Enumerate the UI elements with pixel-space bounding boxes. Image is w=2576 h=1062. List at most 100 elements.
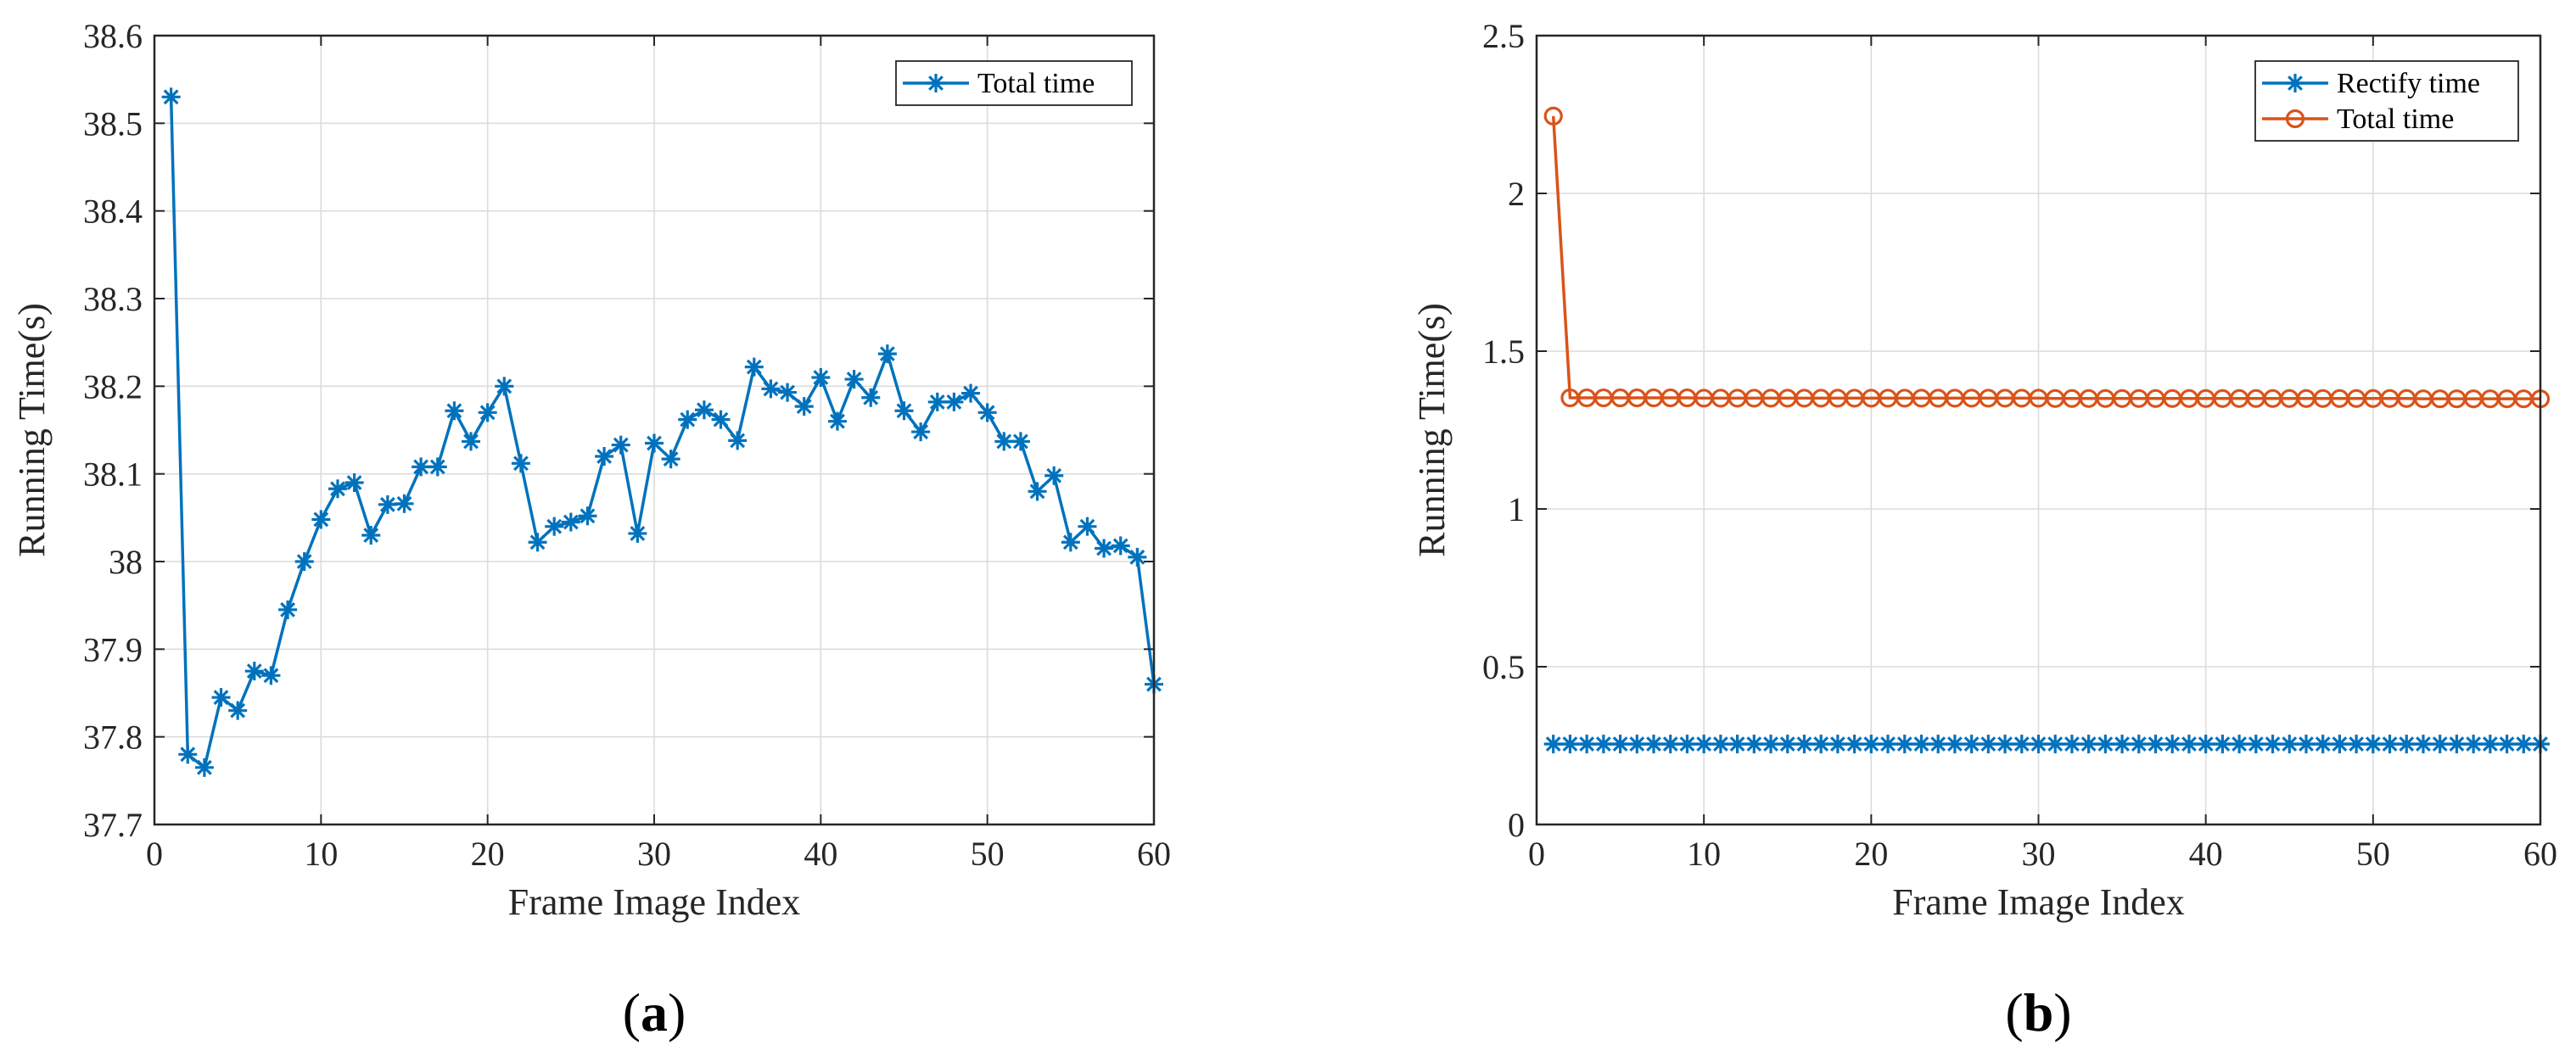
data-point-rectify-time-b	[1862, 735, 1881, 754]
y-tick-label-a: 37.9	[83, 630, 143, 668]
data-point-rectify-time-b	[2263, 735, 2282, 754]
data-point-total-time-a	[861, 388, 881, 407]
x-tick-label-b: 0	[1528, 835, 1545, 873]
x-axis-label-b: Frame Image Index	[1892, 881, 2185, 923]
x-tick-label-b: 40	[2189, 835, 2223, 873]
x-tick-label-a: 20	[471, 835, 505, 873]
y-tick-label-b: 1.5	[1482, 333, 1525, 371]
data-point-rectify-time-b	[1577, 735, 1597, 754]
data-point-rectify-time-b	[1728, 735, 1747, 754]
data-point-total-time-a	[478, 403, 497, 422]
data-point-total-time-a	[694, 400, 714, 420]
data-point-total-time-a	[228, 701, 248, 720]
data-point-total-time-a	[1095, 539, 1114, 558]
legend-box-b	[2254, 60, 2519, 142]
x-tick-label-a: 60	[1137, 835, 1171, 873]
data-point-total-time-a	[827, 411, 847, 431]
y-axis-label-a: Running Time(s)	[11, 303, 53, 557]
data-point-rectify-time-b	[2113, 735, 2132, 754]
data-point-total-time-a	[528, 533, 547, 552]
data-point-rectify-time-b	[1610, 735, 1630, 754]
data-point-total-time-a	[728, 431, 748, 450]
y-tick-label-a: 38.6	[83, 17, 143, 55]
data-point-rectify-time-b	[1627, 735, 1647, 754]
data-point-total-time-b	[1543, 106, 1563, 126]
data-point-rectify-time-b	[2129, 735, 2148, 754]
legend-marker-rectify-time-b	[2286, 74, 2304, 92]
legend-marker-total-time-b	[2285, 109, 2305, 129]
data-point-rectify-time-b	[1912, 735, 1931, 754]
data-point-total-time-a	[794, 397, 814, 416]
data-point-rectify-time-b	[2230, 735, 2249, 754]
data-point-total-time-a	[161, 87, 181, 107]
data-point-rectify-time-b	[1593, 735, 1613, 754]
data-point-rectify-time-b	[2413, 735, 2433, 754]
series-line-total-time-b	[1551, 115, 2540, 400]
data-point-total-time-a	[361, 526, 381, 545]
x-tick-label-a: 30	[637, 835, 671, 873]
data-point-rectify-time-b	[2347, 735, 2366, 754]
data-point-rectify-time-b	[2480, 735, 2500, 754]
data-point-total-time-a	[711, 410, 731, 429]
data-point-rectify-time-b	[2096, 735, 2115, 754]
chart-panel-b: 0 10 20 30 40 50 60 0 0.5 1 1.5 2 2.5 Frame Image In…	[1411, 17, 2557, 1042]
y-tick-label-a: 38.3	[83, 280, 143, 318]
data-point-total-time-a	[211, 688, 231, 707]
y-tick-label-a: 38	[109, 543, 143, 581]
data-point-total-time-a	[244, 662, 264, 681]
data-point-total-time-a	[378, 495, 397, 514]
data-point-rectify-time-b	[1778, 735, 1797, 754]
y-tick-label-b: 2	[1508, 175, 1525, 213]
data-point-total-time-a	[328, 479, 347, 499]
legend-label-total-time-b: Total time	[2337, 103, 2454, 135]
data-point-rectify-time-b	[2447, 735, 2467, 754]
data-point-total-time-a	[961, 383, 981, 403]
legend-label-total-time-a: Total time	[977, 68, 1095, 99]
data-point-total-time-a	[1128, 547, 1147, 567]
y-tick-label-a: 38.1	[83, 456, 143, 494]
data-point-rectify-time-b	[2313, 735, 2332, 754]
data-point-total-time-a	[1011, 432, 1030, 451]
x-tick-label-b: 50	[2356, 835, 2390, 873]
data-point-total-time-a	[1061, 533, 1080, 552]
data-point-total-time-a	[927, 392, 947, 411]
data-point-total-time-a	[911, 422, 931, 442]
data-point-total-time-a	[278, 600, 298, 619]
data-point-rectify-time-b	[2046, 735, 2065, 754]
data-point-rectify-time-b	[2296, 735, 2316, 754]
data-point-rectify-time-b	[1761, 735, 1781, 754]
data-point-rectify-time-b	[1962, 735, 1981, 754]
y-tick-label-a: 38.5	[83, 104, 143, 143]
data-point-total-time-a	[595, 447, 614, 466]
y-tick-label-a: 38.4	[83, 193, 143, 231]
data-point-rectify-time-b	[2363, 735, 2383, 754]
data-point-total-time-a	[511, 454, 530, 473]
data-point-rectify-time-b	[2012, 735, 2031, 754]
data-point-rectify-time-b	[1644, 735, 1664, 754]
data-point-rectify-time-b	[1812, 735, 1831, 754]
data-point-total-time-a	[678, 410, 697, 429]
data-point-rectify-time-b	[2280, 735, 2299, 754]
x-tick-label-a: 0	[146, 835, 163, 873]
x-axis-label-a: Frame Image Index	[508, 881, 801, 923]
data-point-rectify-time-b	[1979, 735, 1998, 754]
x-tick-label-a: 50	[971, 835, 1005, 873]
x-tick-label-a: 10	[304, 835, 338, 873]
data-point-total-time-a	[628, 523, 647, 543]
data-point-rectify-time-b	[2029, 735, 2048, 754]
y-tick-label-b: 0	[1508, 806, 1525, 844]
data-point-rectify-time-b	[1694, 735, 1714, 754]
data-point-rectify-time-b	[2497, 735, 2517, 754]
data-point-total-time-a	[994, 432, 1014, 451]
data-point-total-time-a	[445, 401, 464, 421]
x-tick-label-a: 40	[804, 835, 837, 873]
legend-label-rectify-time-b: Rectify time	[2337, 68, 2480, 99]
data-point-rectify-time-b	[2146, 735, 2165, 754]
data-point-total-time-a	[778, 383, 798, 402]
data-point-total-time-a	[844, 370, 864, 389]
data-point-rectify-time-b	[1895, 735, 1914, 754]
data-point-total-time-a	[894, 401, 914, 421]
data-point-total-time-a	[311, 510, 331, 529]
data-point-total-time-a	[178, 745, 198, 764]
data-point-rectify-time-b	[2196, 735, 2215, 754]
